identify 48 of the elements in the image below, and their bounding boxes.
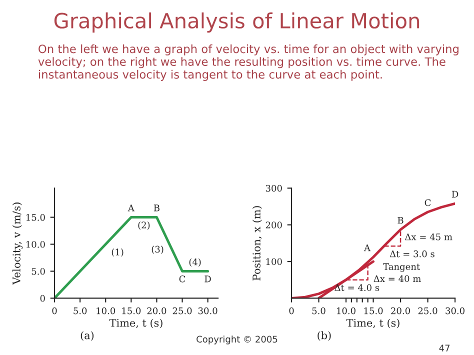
annotation: C <box>179 276 186 282</box>
x-tick-label: 20.0 <box>391 307 410 314</box>
annotation: (4) <box>189 258 201 267</box>
annotation: B <box>154 204 160 212</box>
x-tick-label: 0 <box>289 307 294 314</box>
annotation: (2) <box>138 221 150 230</box>
x-tick-label: 5.0 <box>312 307 326 314</box>
text: On the left we have a graph of velocity vs. time for an object with varying velocity; on the right we have the resulting position vs. time curve. The instantaneous velocity is tangent to the curve at each point. <box>38 44 458 81</box>
chart-title: Graphical Analysis of Linear Motion <box>54 12 419 33</box>
y-tick-label: 0 <box>40 294 45 302</box>
annotation: D <box>452 190 458 198</box>
x-tick-label: 30.0 <box>446 307 464 314</box>
x-axis-title: Time, t (s) <box>109 318 162 328</box>
x-tick-label: 10.0 <box>96 307 116 314</box>
x-tick-label: 0 <box>52 307 57 314</box>
y-tick-label: 100 <box>266 258 282 266</box>
annotation: Δt = 3.0 s <box>390 250 434 258</box>
text: (b) <box>318 331 331 341</box>
annotation: (3) <box>152 246 164 254</box>
text: 47 <box>439 344 450 352</box>
annotation: A <box>128 204 135 212</box>
annotation: Δx = 45 m <box>405 233 452 240</box>
y-tick-label: 10.0 <box>26 240 45 248</box>
x-tick-label: 25.0 <box>172 307 192 314</box>
y-tick-label: 15.0 <box>26 214 45 221</box>
text: Copyright © 2005 <box>196 336 278 344</box>
annotation: B <box>398 216 404 224</box>
annotation: (1) <box>112 248 124 257</box>
annotation: Δx = 40 m <box>374 275 421 282</box>
y-axis-title: Velocity, v (m/s) <box>12 202 23 285</box>
annotation: A <box>364 244 371 252</box>
x-tick-label: 15.0 <box>122 307 141 314</box>
x-tick-label: 20.0 <box>147 307 166 314</box>
y-tick-label: 5.0 <box>32 268 45 275</box>
x-tick-label: 25.0 <box>418 307 438 314</box>
annotation: Δt = 4.0 s <box>334 284 380 292</box>
x-tick-label: 10.0 <box>337 307 356 314</box>
x-tick-label: 15.0 <box>364 307 383 314</box>
annotation: D <box>204 276 211 282</box>
x-axis-title: Time, t (s) <box>346 318 400 328</box>
x-tick-label: 5.0 <box>74 307 87 314</box>
annotation: Tangent <box>383 263 420 272</box>
x-tick-label: 30.0 <box>198 307 218 314</box>
y-axis-title: Position, x (m) <box>252 206 262 281</box>
y-tick-label: 200 <box>266 222 282 228</box>
annotation: C <box>424 199 431 206</box>
text: (a) <box>80 331 94 341</box>
y-tick-label: 300 <box>266 184 282 192</box>
